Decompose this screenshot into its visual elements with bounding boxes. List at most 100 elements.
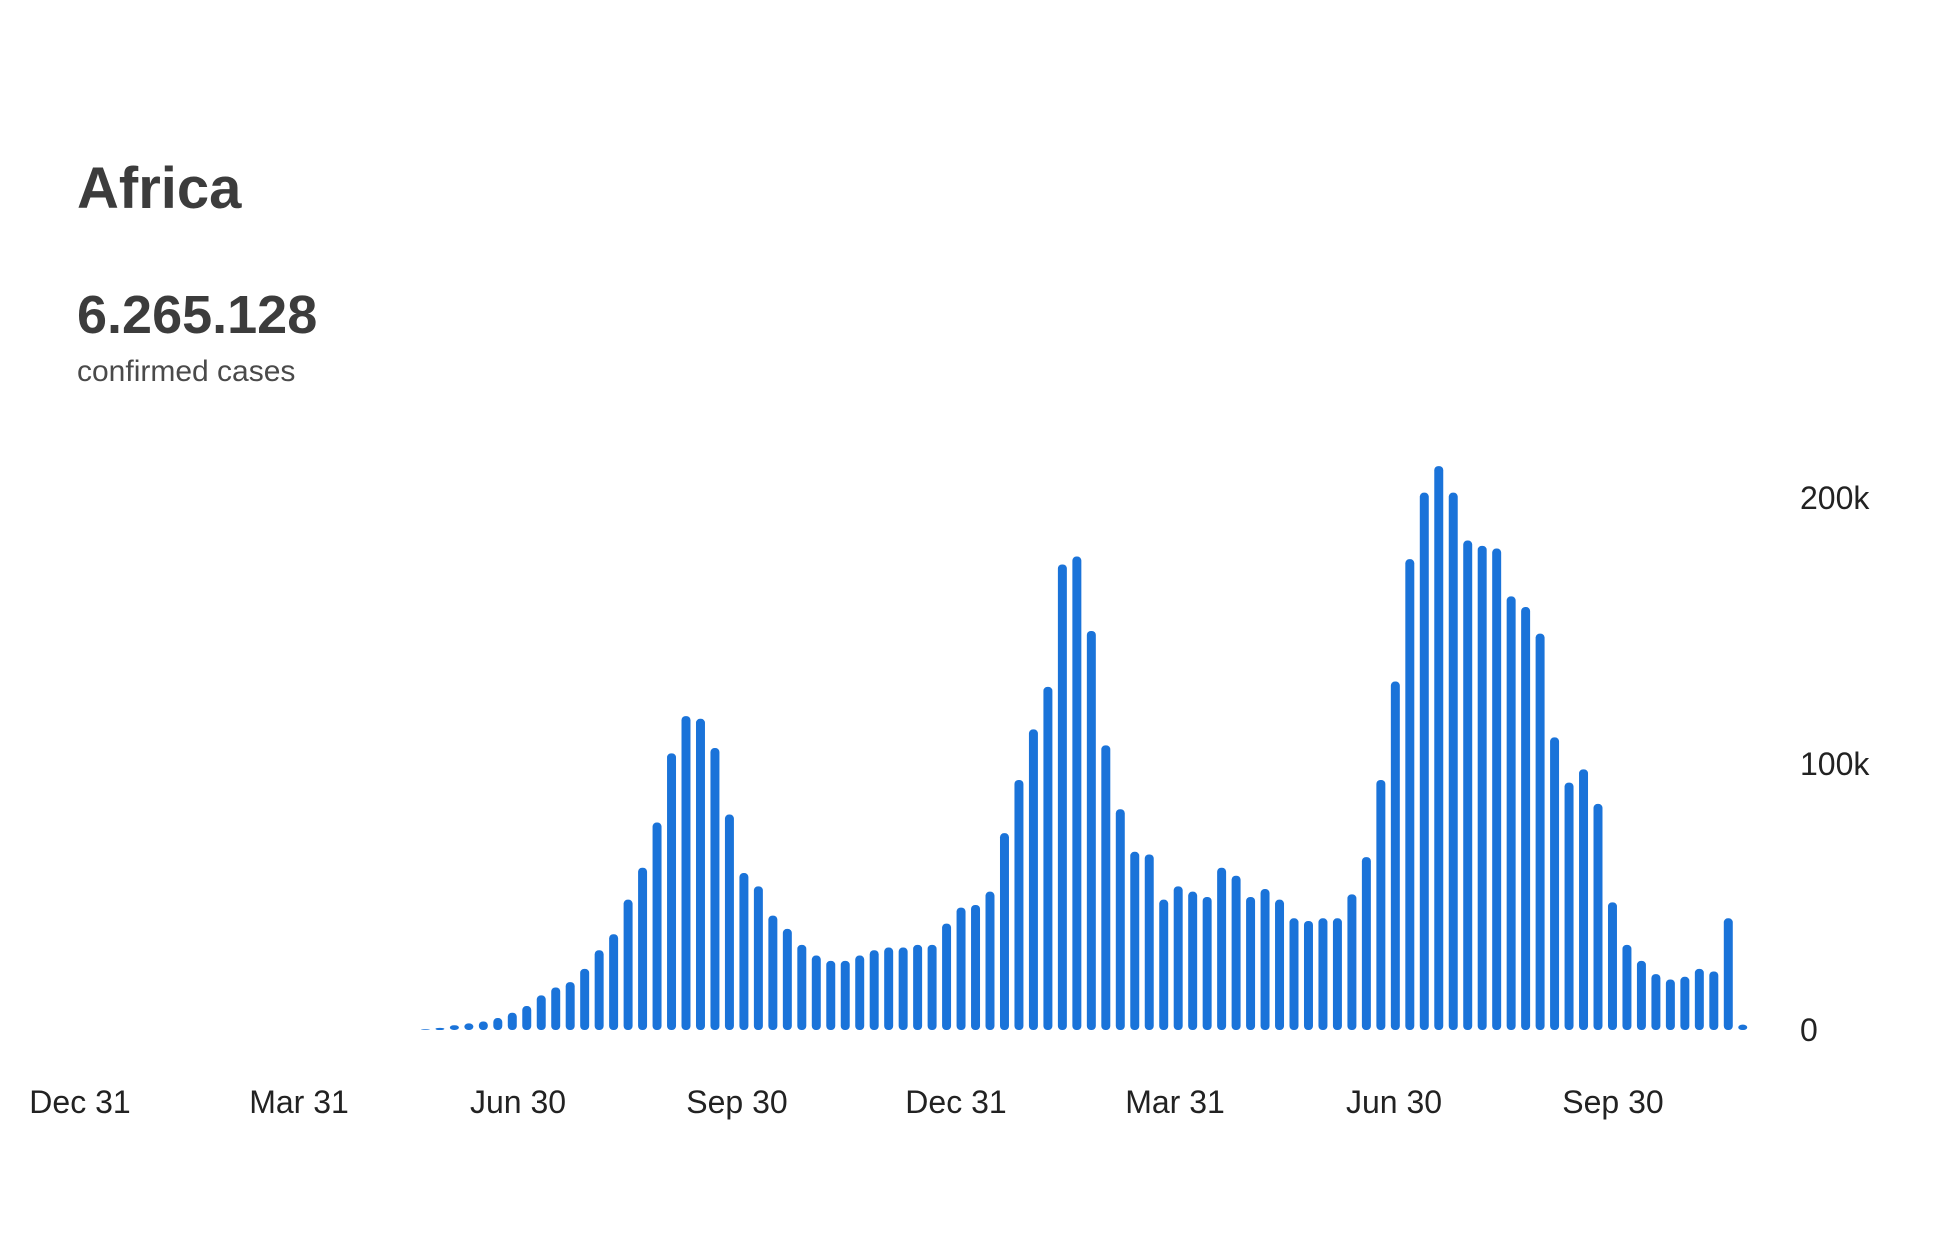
- bar: [942, 923, 952, 1030]
- bar: [724, 814, 734, 1030]
- bar: [507, 1012, 517, 1030]
- bar: [1043, 686, 1053, 1030]
- bar: [985, 891, 995, 1030]
- bar: [1173, 886, 1183, 1030]
- bar: [449, 1025, 459, 1030]
- x-tick-label: Sep 30: [686, 1084, 787, 1120]
- bar: [1361, 857, 1371, 1030]
- region-title: Africa: [77, 156, 242, 221]
- bar: [1289, 918, 1299, 1030]
- bar: [1723, 918, 1733, 1030]
- bar: [623, 899, 633, 1030]
- bar: [1607, 902, 1617, 1030]
- bar: [1072, 556, 1082, 1030]
- y-tick-label: 0: [1800, 1012, 1818, 1048]
- bar: [1202, 897, 1212, 1030]
- total-cases-caption: confirmed cases: [77, 355, 296, 388]
- bar: [1738, 1024, 1748, 1030]
- bar: [1318, 918, 1328, 1030]
- bar: [869, 950, 879, 1030]
- bar: [435, 1027, 445, 1030]
- bar: [956, 907, 966, 1030]
- bar: [797, 944, 807, 1030]
- bar: [1390, 681, 1400, 1030]
- bar: [1521, 607, 1531, 1030]
- bar: [1636, 960, 1646, 1030]
- y-tick-label: 100k: [1800, 746, 1870, 782]
- bar: [420, 1029, 430, 1030]
- bar: [1550, 737, 1560, 1030]
- bar: [1144, 854, 1154, 1030]
- bar: [493, 1018, 503, 1030]
- x-tick-label: Jun 30: [1346, 1084, 1442, 1120]
- bar: [1463, 540, 1473, 1030]
- bar: [840, 960, 850, 1030]
- bar: [580, 968, 590, 1030]
- bar: [768, 915, 778, 1030]
- bar: [1086, 631, 1096, 1030]
- bar: [884, 947, 894, 1030]
- bar: [1130, 851, 1140, 1030]
- bar: [1014, 779, 1024, 1030]
- bar: [1665, 979, 1675, 1030]
- x-tick-label: Dec 31: [905, 1084, 1006, 1120]
- cases-bar-chart: 0 100k 200k Dec 31 Mar 31 Jun 30 Sep 30 Dec 31 M…: [29, 466, 1870, 1120]
- bar: [594, 950, 604, 1030]
- x-tick-label: Jun 30: [470, 1084, 566, 1120]
- bar: [1260, 889, 1270, 1030]
- bar: [1477, 545, 1487, 1030]
- bar: [927, 944, 937, 1030]
- total-cases-value: 6.265.128: [77, 285, 318, 345]
- bar: [551, 987, 561, 1030]
- bar: [667, 753, 677, 1030]
- x-tick-label: Sep 30: [1562, 1084, 1663, 1120]
- bar: [1593, 803, 1603, 1030]
- bar: [913, 944, 923, 1030]
- bar: [681, 716, 691, 1030]
- bar: [1231, 875, 1241, 1030]
- bar: [753, 886, 763, 1030]
- bar: [739, 873, 749, 1030]
- bar: [898, 947, 908, 1030]
- bar: [609, 934, 619, 1030]
- bar: [971, 904, 981, 1030]
- x-tick-label: Dec 31: [29, 1084, 130, 1120]
- bar: [522, 1006, 532, 1030]
- bar: [1101, 745, 1111, 1030]
- bar: [1709, 971, 1719, 1030]
- bar: [1159, 899, 1169, 1030]
- bar: [638, 867, 648, 1030]
- bar: [1434, 466, 1444, 1031]
- bar: [1057, 564, 1067, 1030]
- bar: [478, 1021, 488, 1030]
- bar: [1694, 968, 1704, 1030]
- bar: [710, 748, 720, 1030]
- bar: [1535, 633, 1545, 1030]
- bar: [1188, 891, 1198, 1030]
- bar: [855, 955, 865, 1030]
- x-tick-label: Mar 31: [249, 1084, 349, 1120]
- bar: [1246, 897, 1256, 1030]
- chart-header: Africa: [77, 160, 241, 218]
- bar: [1332, 918, 1342, 1030]
- bar: [1347, 894, 1357, 1030]
- bar: [464, 1023, 474, 1030]
- bar: [1506, 596, 1516, 1030]
- bar: [652, 822, 662, 1030]
- bar: [536, 995, 546, 1030]
- bar: [1579, 769, 1589, 1030]
- x-tick-label: Mar 31: [1125, 1084, 1225, 1120]
- bar: [1651, 974, 1661, 1030]
- bar: [1405, 559, 1415, 1030]
- bar: [1564, 782, 1574, 1030]
- bar: [1376, 779, 1386, 1030]
- bar: [782, 928, 792, 1030]
- bar: [1217, 867, 1227, 1030]
- bar: [1492, 548, 1502, 1030]
- bar: [999, 833, 1009, 1030]
- bar: [695, 718, 705, 1030]
- bar: [1303, 920, 1313, 1030]
- bar: [1275, 899, 1285, 1030]
- bar: [1028, 729, 1038, 1030]
- bar: [1115, 809, 1125, 1030]
